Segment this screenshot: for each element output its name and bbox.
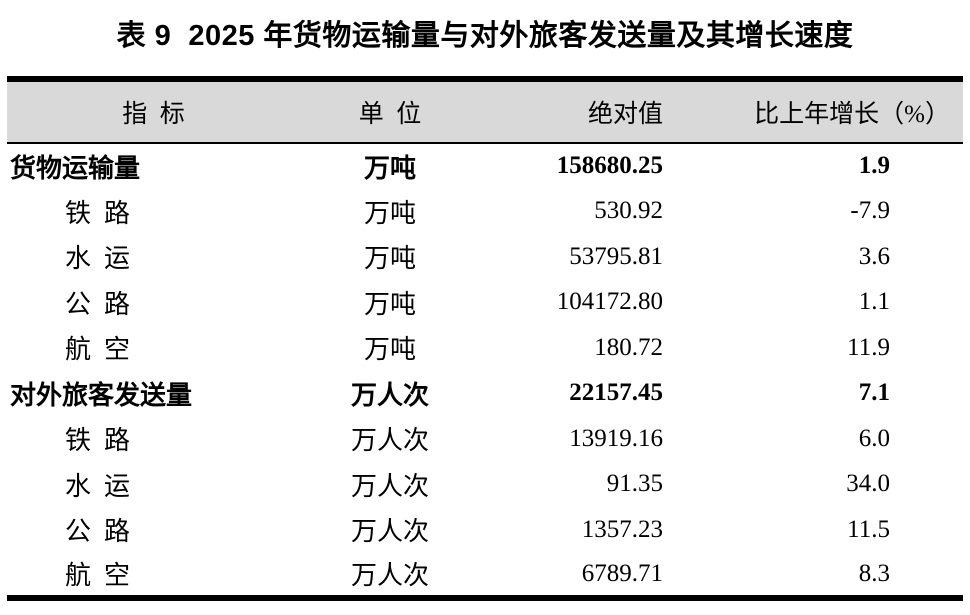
cell-unit: 万吨 [363,153,416,183]
cell-indicator: 铁 路 [65,426,131,456]
cell-unit: 万吨 [363,198,416,228]
cell-indicator: 公 路 [65,289,131,319]
table-row: 公 路 万吨 104172.80 1.1 [7,280,963,326]
cell-indicator: 航 空 [65,561,131,591]
table-body: 货物运输量 万吨 158680.25 1.9 铁 路万吨 530.92 -7.9 水 运万吨 5… [7,143,963,598]
statistics-table: 指 标 单 位 绝对值 比上年增长（%） 货物运输量 万吨 158680.25 1.9… [7,76,963,601]
header-absolute-value: 绝对值 [587,101,663,128]
cell-growth: 1.9 [858,152,890,180]
table-row: 铁 路 万人次 13919.16 6.0 [7,416,963,462]
cell-growth: 7.1 [858,379,890,407]
cell-growth: 11.5 [847,515,890,543]
cell-indicator: 货物运输量 [10,153,141,183]
table-row: 航 空 万人次 6789.71 8.3 [7,553,963,599]
cell-absolute: 180.72 [594,333,663,361]
cell-absolute: 158680.25 [556,152,663,180]
cell-indicator: 对外旅客发送量 [10,380,193,410]
cell-unit: 万吨 [363,244,416,274]
header-row: 指 标 单 位 绝对值 比上年增长（%） [7,79,963,143]
cell-absolute: 530.92 [594,197,663,225]
table-title: 表 9 2025 年货物运输量与对外旅客发送量及其增长速度 [116,20,854,52]
table-row: 航 空 万吨 180.72 11.9 [7,325,963,371]
header-indicator: 指 标 [122,101,185,128]
cell-indicator: 公 路 [65,517,131,547]
cell-indicator: 水 运 [65,471,131,501]
cell-unit: 万人次 [350,471,429,501]
table-row: 公 路 万人次 1357.23 11.5 [7,507,963,553]
header-unit: 单 位 [358,101,422,128]
cell-indicator: 水 运 [65,244,131,274]
cell-unit: 万人次 [350,426,429,456]
cell-absolute: 91.35 [606,470,663,498]
cell-unit: 万吨 [363,289,416,319]
cell-absolute: 6789.71 [581,559,663,587]
cell-indicator: 铁 路 [65,198,131,228]
cell-growth: 11.9 [847,333,890,361]
cell-growth: 6.0 [858,424,890,452]
cell-absolute: 1357.23 [581,515,663,543]
cell-absolute: 53795.81 [569,242,663,270]
cell-growth: 34.0 [846,470,890,498]
cell-growth: 3.6 [858,242,890,270]
cell-unit: 万人次 [350,561,429,591]
table-row: 货物运输量 万吨 158680.25 1.9 [7,143,963,189]
table-row: 铁 路 万吨 530.92 -7.9 [7,189,963,235]
cell-indicator: 航 空 [65,335,131,365]
table-row: 对外旅客发送量 万人次 22157.45 7.1 [7,371,963,417]
cell-absolute: 13919.16 [569,424,663,452]
cell-growth: 1.1 [858,288,890,316]
table-row: 水 运 万吨 53795.81 3.6 [7,234,963,280]
cell-absolute: 22157.45 [569,379,663,407]
cell-unit: 万人次 [350,380,429,410]
header-growth-rate: 比上年增长（%） [754,101,950,128]
cell-growth: -7.9 [850,197,890,225]
table-header: 指 标 单 位 绝对值 比上年增长（%） [7,79,963,143]
table-row: 水 运 万人次 91.35 34.0 [7,462,963,508]
cell-unit: 万吨 [363,335,416,365]
cell-unit: 万人次 [350,517,429,547]
cell-absolute: 104172.80 [556,288,663,316]
cell-growth: 8.3 [858,559,890,587]
